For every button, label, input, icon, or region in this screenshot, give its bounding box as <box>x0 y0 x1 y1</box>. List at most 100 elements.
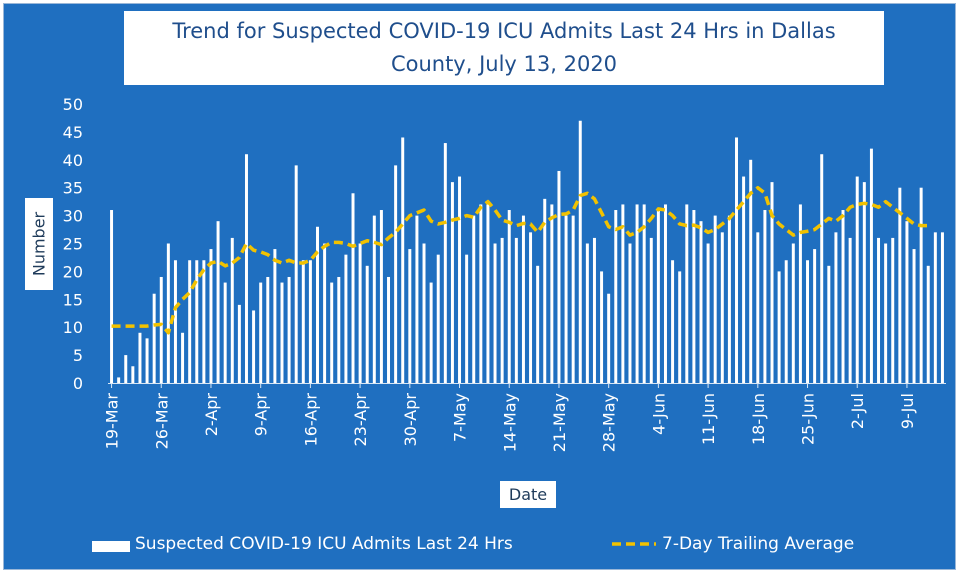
bar <box>181 332 185 383</box>
bar <box>692 210 696 383</box>
bar <box>209 249 213 383</box>
bar <box>237 304 241 383</box>
bar <box>287 276 291 383</box>
bar <box>933 232 937 383</box>
bar <box>458 176 462 383</box>
y-tick-label: 50 <box>63 95 83 114</box>
y-tick-label: 35 <box>63 179 83 198</box>
bar <box>529 232 533 383</box>
bar <box>720 232 724 383</box>
legend-line-swatch <box>612 542 656 546</box>
bar <box>372 215 376 383</box>
bar <box>152 293 156 383</box>
bar <box>507 210 511 383</box>
bar <box>621 204 625 383</box>
bar <box>777 271 781 383</box>
bar <box>230 237 234 383</box>
bar <box>365 265 369 383</box>
y-axis-label: Number <box>29 211 49 277</box>
y-tick-label: 40 <box>63 151 83 170</box>
x-tick-label: 25-Jun <box>799 393 818 445</box>
bar <box>450 182 454 383</box>
bar <box>323 243 327 383</box>
bar <box>408 249 412 383</box>
x-tick-label: 16-Apr <box>301 393 320 447</box>
x-tick-label: 2-Apr <box>202 393 221 437</box>
bar <box>337 276 341 383</box>
bar <box>387 276 391 383</box>
y-tick-label: 20 <box>63 262 83 281</box>
bar <box>500 237 504 383</box>
bar <box>330 282 334 383</box>
bar <box>820 154 824 383</box>
y-tick-label: 45 <box>63 123 83 142</box>
bar <box>443 143 447 383</box>
bar <box>727 215 731 383</box>
bar <box>678 271 682 383</box>
bar <box>756 232 760 383</box>
x-tick-label: 2-Jul <box>848 393 867 429</box>
trailing-average-line <box>111 185 929 335</box>
x-tick-label: 28-May <box>600 393 619 452</box>
bar <box>905 221 909 383</box>
bar <box>351 193 355 383</box>
bar <box>614 210 618 383</box>
chart-title-line-2: County, July 13, 2020 <box>390 52 618 76</box>
bar <box>316 226 319 383</box>
x-tick-label: 4-Jun <box>649 393 668 435</box>
bar <box>791 243 795 383</box>
legend-line-label: 7-Day Trailing Average <box>662 534 855 554</box>
bar <box>628 243 632 383</box>
bar <box>877 237 881 383</box>
bar <box>848 237 852 383</box>
bar <box>649 237 653 383</box>
bar <box>706 243 710 383</box>
bar <box>663 204 667 383</box>
bar <box>891 237 895 383</box>
bar <box>763 210 767 383</box>
x-tick-label: 26-Mar <box>152 393 171 450</box>
bar <box>898 187 902 383</box>
bar <box>862 182 866 383</box>
y-axis-label-box: Number <box>25 198 53 290</box>
bar <box>912 249 916 383</box>
bar <box>798 204 802 383</box>
bar <box>244 154 248 383</box>
bar <box>919 187 923 383</box>
y-tick-label: 30 <box>63 207 83 226</box>
y-tick-label: 0 <box>73 374 83 393</box>
bar <box>855 176 859 383</box>
bar <box>110 210 114 383</box>
bar <box>479 204 483 383</box>
legend: Suspected COVID-19 ICU Admits Last 24 Hr… <box>0 532 953 560</box>
bar <box>159 276 163 383</box>
bar <box>429 282 433 383</box>
bar <box>173 260 177 383</box>
bar <box>124 355 128 383</box>
trailing-average-series <box>111 185 929 335</box>
bar <box>308 260 312 383</box>
y-tick-label: 25 <box>63 235 83 254</box>
bar <box>188 260 192 383</box>
x-tick-label: 18-Jun <box>749 393 768 445</box>
bar <box>735 137 738 383</box>
bar <box>884 243 888 383</box>
bar <box>472 215 476 383</box>
bar <box>713 215 717 383</box>
bar <box>202 260 206 383</box>
x-tick-label: 21-May <box>550 393 569 452</box>
bar-series <box>110 120 944 384</box>
x-axis: 19-Mar 26-Mar 2-Apr 9-Apr 16-Apr 23-Apr 30-Apr… <box>103 383 946 452</box>
bar <box>571 215 575 383</box>
bar <box>926 265 930 383</box>
bar <box>514 237 518 383</box>
bar <box>117 377 121 383</box>
bar <box>521 215 525 383</box>
bar <box>358 243 362 383</box>
y-tick-label: 15 <box>63 290 83 309</box>
x-tick-label: 11-Jun <box>699 393 718 445</box>
bar <box>266 276 270 383</box>
bar <box>145 338 149 383</box>
x-tick-label: 9-Jul <box>898 393 917 429</box>
